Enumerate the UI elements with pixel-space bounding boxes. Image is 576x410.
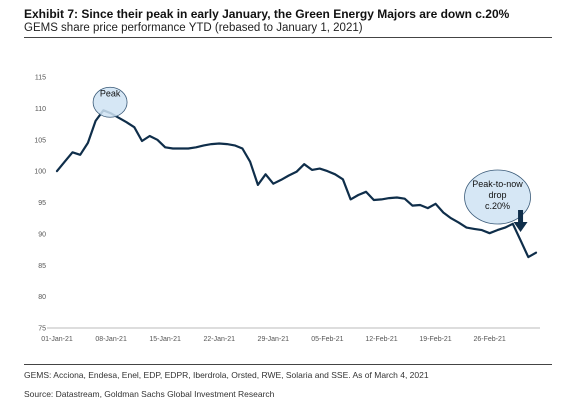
y-tick-label: 75 <box>38 326 46 333</box>
peak-bubble <box>92 86 128 118</box>
y-tick-label: 95 <box>38 200 46 207</box>
arrow-shaft <box>518 210 524 224</box>
footer-divider <box>24 364 552 365</box>
x-tick-label: 05-Feb-21 <box>311 336 343 343</box>
y-tick-label: 90 <box>38 231 46 238</box>
drop-bubble <box>464 169 531 225</box>
chart-subtitle: GEMS share price performance YTD (rebase… <box>24 22 363 34</box>
x-tick-label: 29-Jan-21 <box>258 336 290 343</box>
y-tick-label: 105 <box>34 137 46 144</box>
x-tick-label: 15-Jan-21 <box>149 336 181 343</box>
x-tick-label: 01-Jan-21 <box>41 336 73 343</box>
x-tick-label: 19-Feb-21 <box>419 336 451 343</box>
y-tick-label: 80 <box>38 294 46 301</box>
x-tick-label: 12-Feb-21 <box>365 336 397 343</box>
header-divider <box>24 37 552 38</box>
y-tick-label: 85 <box>38 263 46 270</box>
x-tick-label: 08-Jan-21 <box>95 336 127 343</box>
source-note: Source: Datastream, Goldman Sachs Global… <box>24 389 275 399</box>
drop-label-line: Peak-to-now <box>472 179 523 189</box>
y-tick-label: 110 <box>35 106 46 113</box>
series-line <box>55 109 538 259</box>
x-tick-label: 26-Feb-21 <box>473 336 505 343</box>
drop-label-line: c.20% <box>485 201 510 211</box>
footnote: GEMS: Acciona, Endesa, Enel, EDP, EDPR, … <box>24 370 429 380</box>
chart-title: Exhibit 7: Since their peak in early Jan… <box>24 7 510 21</box>
x-tick-label: 22-Jan-21 <box>203 336 235 343</box>
line-chart: 75 80 85 90 95 100 105 110 115 01-Jan-21 08-Jan-21… <box>34 75 540 343</box>
y-tick-label: 115 <box>35 75 46 82</box>
peak-label: Peak <box>100 88 121 98</box>
down-arrow-icon <box>513 222 528 232</box>
y-tick-label: 100 <box>34 169 46 176</box>
drop-label-line: drop <box>489 190 507 200</box>
